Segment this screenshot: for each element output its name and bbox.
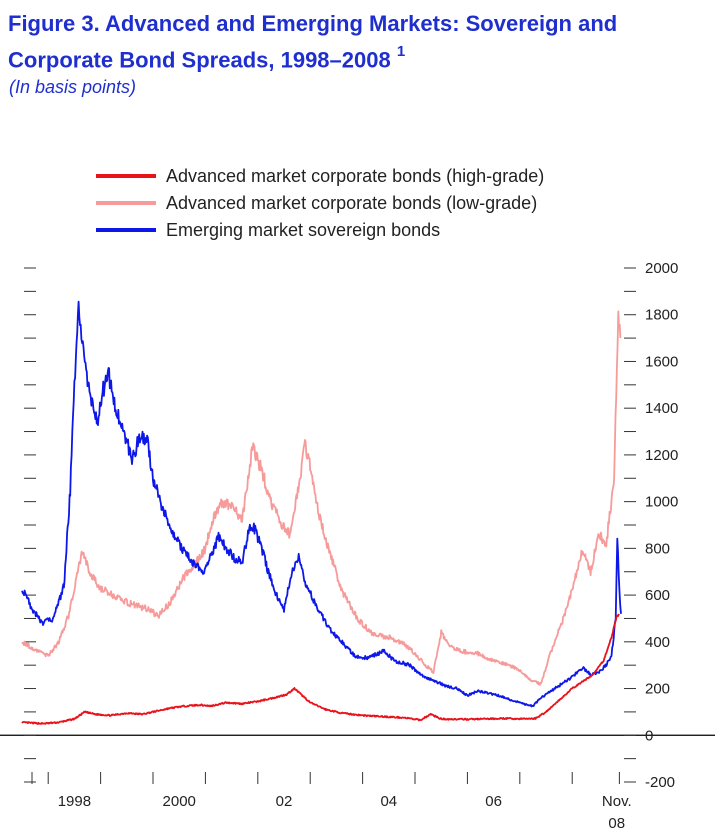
x-tick-label: 02 [276, 793, 293, 810]
chart-series [21, 300, 622, 725]
series-line [21, 613, 620, 725]
chart-title: Figure 3. Advanced and Emerging Markets:… [8, 8, 713, 75]
x-tick-label: Nov. [602, 793, 632, 810]
legend-label: Advanced market corporate bonds (high-gr… [166, 166, 544, 186]
chart-subtitle: (In basis points) [9, 77, 137, 97]
x-tick-label: 04 [380, 793, 397, 810]
y-tick-label: 1400 [645, 400, 678, 417]
x-tick-label: 1998 [58, 793, 91, 810]
y-tick-label: 800 [645, 540, 670, 557]
legend-label: Emerging market sovereign bonds [166, 220, 440, 240]
y-tick-label: 0 [645, 727, 653, 744]
y-tick-label: 200 [645, 681, 670, 698]
footnote-marker: 1 [396, 43, 406, 60]
y-tick-label: 600 [645, 587, 670, 604]
y-tick-label: 400 [645, 634, 670, 651]
x-tick-label: 08 [608, 815, 625, 832]
axis-ticks: -200 0 200 400 600 800 1000 1200 1400 1600 1800 200… [0, 260, 715, 832]
chart-title-text: Figure 3. Advanced and Emerging Markets:… [8, 11, 618, 73]
series-line [21, 310, 622, 686]
x-tick-label: 06 [485, 793, 502, 810]
y-tick-label: 1200 [645, 447, 678, 464]
legend-label: Advanced market corporate bonds (low-gra… [166, 193, 537, 213]
y-tick-label: 2000 [645, 260, 678, 277]
y-tick-label: 1000 [645, 494, 678, 511]
y-tick-label: 1600 [645, 353, 678, 370]
series-line [21, 300, 622, 708]
x-tick-label: 2000 [163, 793, 196, 810]
y-tick-label: -200 [645, 774, 675, 791]
y-tick-label: 1800 [645, 307, 678, 324]
chart-legend: Advanced market corporate bonds (high-gr… [96, 166, 544, 240]
